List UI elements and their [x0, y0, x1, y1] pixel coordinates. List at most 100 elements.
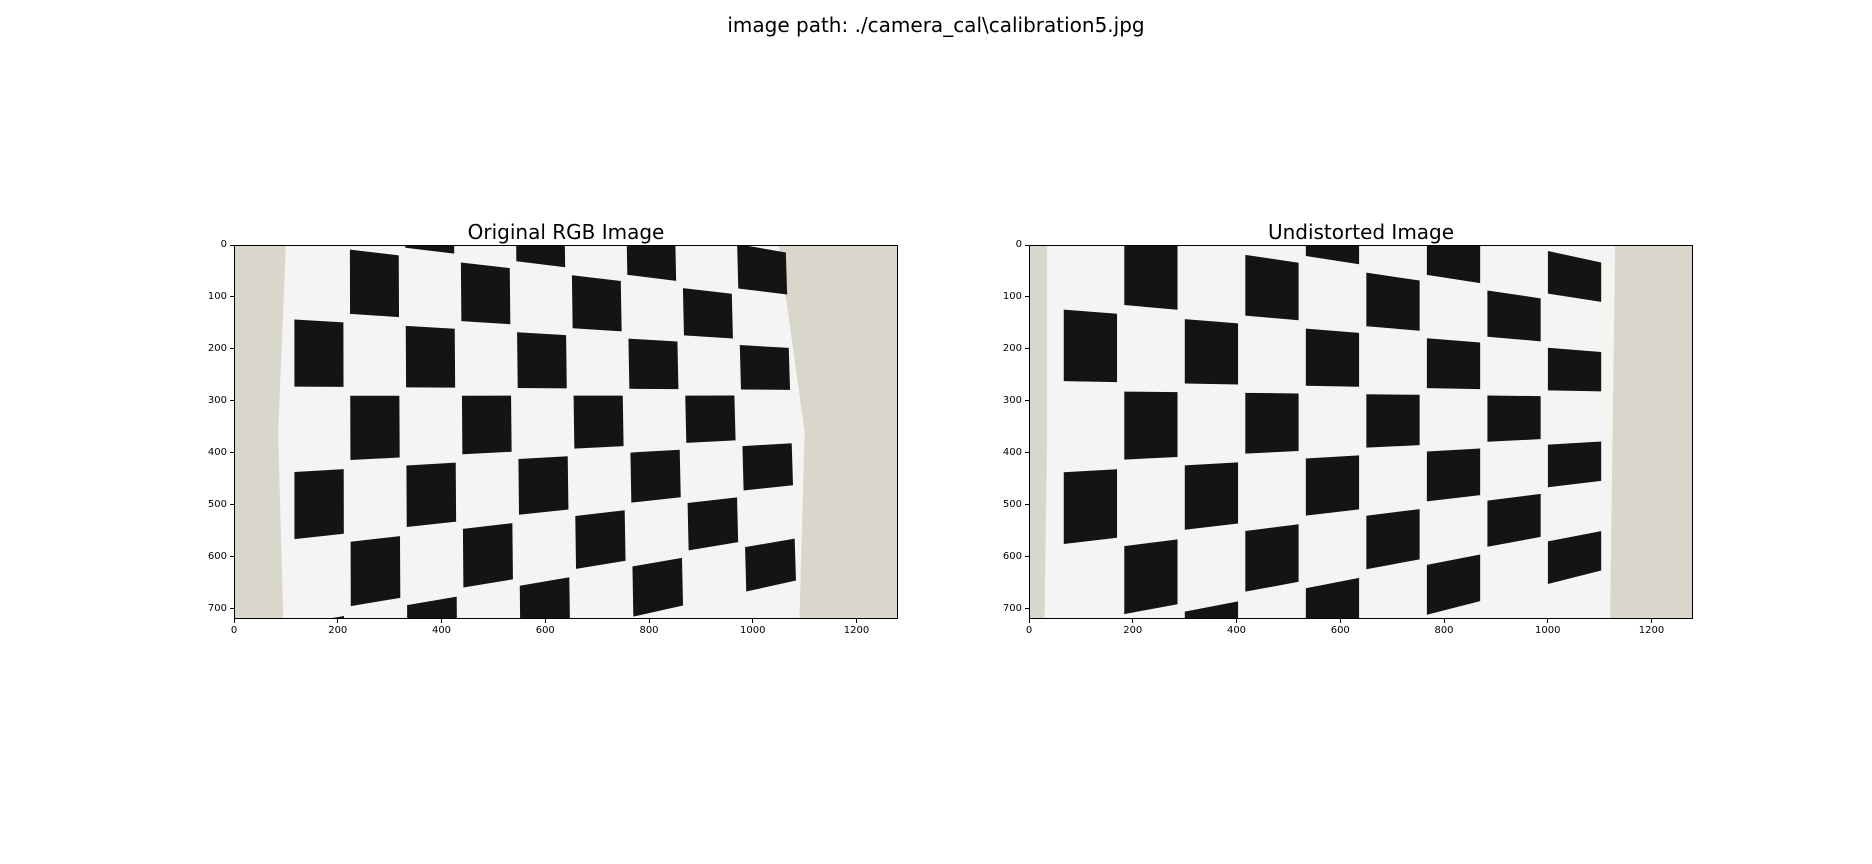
checker-square: [1124, 391, 1178, 460]
x-tick-label: 400: [431, 625, 452, 636]
x-tick-mark: [1547, 619, 1549, 623]
x-tick-mark: [648, 619, 650, 623]
y-tick-mark: [1025, 348, 1029, 350]
checker-square: [737, 245, 788, 295]
checker-square: [628, 338, 679, 390]
y-tick-mark: [230, 556, 234, 558]
checker-square: [460, 262, 511, 325]
checker-square: [1426, 245, 1481, 284]
x-tick-label: 200: [1123, 625, 1143, 636]
checker-square: [1426, 338, 1481, 390]
y-tick-mark: [230, 504, 234, 506]
x-tick-mark: [1443, 619, 1445, 623]
checker-square: [1063, 469, 1118, 544]
y-tick-label: 400: [207, 446, 227, 458]
checker-square: [682, 288, 733, 339]
x-tick-label: 800: [639, 625, 659, 636]
checker-square: [405, 325, 456, 388]
checker-square: [1305, 455, 1360, 516]
x-tick-mark: [856, 619, 857, 623]
checker-square: [1547, 441, 1602, 488]
x-tick-label: 400: [1226, 625, 1247, 636]
x-tick-mark: [544, 619, 546, 623]
checker-square: [742, 443, 794, 491]
x-tick-label: 1000: [1535, 625, 1561, 636]
checker-square: [1366, 272, 1420, 331]
y-tick-mark: [1025, 504, 1029, 506]
checker-square: [1426, 554, 1481, 615]
checker-square: [349, 249, 400, 318]
checker-square: [1547, 347, 1602, 392]
checker-square: [518, 456, 569, 515]
checker-square: [461, 395, 512, 455]
y-tick-mark: [1025, 296, 1029, 298]
y-tick-label: 200: [1002, 342, 1022, 354]
checker-square: [1245, 254, 1299, 321]
x-tick-mark: [1651, 619, 1652, 623]
y-tick-label: 0: [1015, 239, 1022, 250]
x-tick-mark: [441, 619, 442, 623]
checker-square: [1487, 395, 1541, 442]
checker-square: [1063, 309, 1118, 383]
y-tick-label: 0: [220, 239, 227, 250]
checker-square: [350, 536, 401, 607]
checker-square: [632, 557, 684, 617]
checker-square: [519, 577, 570, 619]
checker-square: [1426, 448, 1481, 502]
x-tick-mark: [233, 619, 235, 623]
y-tick-label: 100: [207, 290, 227, 302]
checker-square: [1305, 328, 1360, 387]
checker-square: [1305, 577, 1360, 619]
y-tick-mark: [230, 244, 234, 246]
checker-square: [739, 345, 791, 390]
x-tick-label: 0: [1025, 625, 1033, 636]
x-tick-label: 0: [230, 625, 238, 636]
x-tick-mark: [752, 619, 754, 623]
y-tick-mark: [1025, 556, 1029, 558]
checker-square: [1547, 531, 1602, 584]
checker-square: [517, 332, 567, 389]
y-tick-label: 200: [207, 342, 227, 354]
checker-square: [685, 395, 736, 443]
checker-square: [573, 395, 624, 449]
y-tick-mark: [230, 348, 234, 350]
y-tick-label: 700: [1002, 602, 1022, 614]
x-tick-label: 200: [328, 625, 348, 636]
x-tick-label: 1000: [740, 625, 766, 636]
checker-square: [1124, 539, 1178, 615]
checker-square: [294, 469, 344, 540]
x-tick-label: 600: [535, 625, 555, 636]
y-tick-label: 600: [1002, 550, 1022, 562]
checker-square: [575, 510, 626, 569]
checker-square: [407, 596, 457, 619]
x-tick-label: 800: [1434, 625, 1454, 636]
y-tick-label: 700: [207, 602, 227, 614]
x-tick-mark: [1132, 619, 1134, 623]
y-tick-label: 500: [1002, 498, 1022, 510]
panel-title-original: Original RGB Image: [467, 220, 665, 244]
checker-square: [1245, 524, 1299, 592]
y-tick-label: 500: [207, 498, 227, 510]
y-tick-mark: [1025, 244, 1029, 246]
checker-square: [1487, 290, 1541, 342]
checker-square: [571, 275, 622, 332]
y-tick-label: 600: [207, 550, 227, 562]
y-tick-mark: [230, 296, 234, 298]
y-tick-mark: [1025, 608, 1029, 610]
checker-square: [1184, 601, 1239, 619]
checker-square: [1124, 245, 1178, 310]
x-tick-mark: [1028, 619, 1030, 623]
checker-square: [405, 245, 455, 254]
figure-suptitle: image path: ./camera_cal\calibration5.jp…: [727, 13, 1145, 37]
checker-square: [1305, 245, 1360, 265]
y-tick-label: 300: [1002, 394, 1022, 406]
checker-square: [1487, 493, 1541, 547]
checker-square: [745, 538, 796, 592]
checker-square: [462, 523, 513, 588]
y-tick-label: 300: [207, 394, 227, 406]
y-tick-label: 100: [1002, 290, 1022, 302]
x-tick-label: 1200: [1638, 625, 1665, 636]
x-tick-label: 1200: [843, 625, 870, 636]
checker-square: [350, 395, 400, 460]
checker-square: [1184, 462, 1239, 530]
